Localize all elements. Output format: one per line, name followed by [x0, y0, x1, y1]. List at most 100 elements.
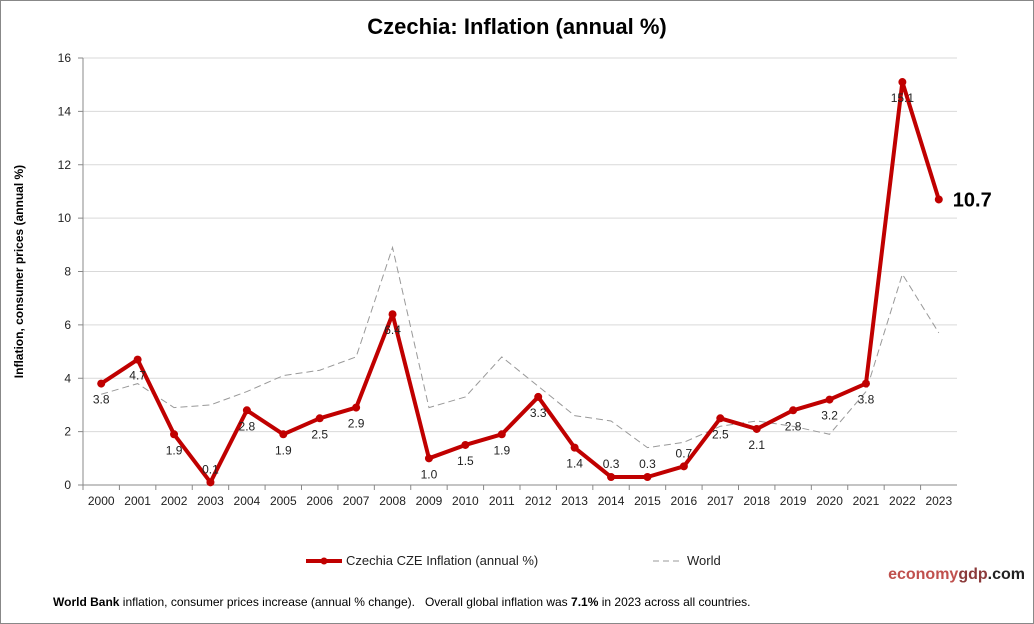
x-tick-label: 2014 [598, 494, 625, 508]
data-label: 1.9 [166, 443, 183, 457]
x-tick-label: 2000 [88, 494, 115, 508]
data-point-czechia [789, 406, 798, 415]
footer-text1: inflation, consumer prices increase (ann… [119, 595, 572, 609]
data-point-czechia [206, 478, 215, 487]
data-point-czechia [279, 430, 288, 439]
data-label: 0.3 [603, 457, 620, 471]
data-label: 2.8 [785, 419, 802, 433]
data-point-czechia [170, 430, 179, 439]
data-label: 1.5 [457, 454, 474, 468]
data-label: 1.0 [421, 467, 438, 481]
legend-label-world: World [687, 553, 721, 568]
data-point-czechia [825, 395, 834, 404]
x-tick-label: 2004 [234, 494, 261, 508]
footer-note: World Bank inflation, consumer prices in… [53, 595, 750, 609]
data-point-czechia [679, 462, 688, 471]
logo-part3: .com [987, 566, 1025, 583]
x-tick-label: 2022 [889, 494, 916, 508]
legend-item-world: World [651, 553, 721, 568]
y-tick-label: 10 [58, 211, 72, 225]
legend-swatch-czechia [306, 557, 342, 564]
x-tick-label: 2015 [634, 494, 661, 508]
data-point-czechia [898, 78, 907, 87]
data-label: 1.9 [275, 443, 292, 457]
data-label: 3.3 [530, 406, 547, 420]
y-tick-label: 6 [64, 318, 71, 332]
data-label: 15.1 [891, 91, 915, 105]
data-point-czechia [570, 443, 579, 452]
data-label: 6.4 [384, 323, 401, 337]
data-point-czechia [643, 472, 652, 481]
legend-label-czechia: Czechia CZE Inflation (annual %) [346, 553, 539, 568]
footer-text2: in 2023 across all countries. [598, 595, 751, 609]
x-tick-label: 2019 [780, 494, 807, 508]
data-point-czechia [534, 392, 543, 401]
x-tick-label: 2007 [343, 494, 370, 508]
data-label: 1.4 [566, 457, 583, 471]
x-tick-label: 2006 [306, 494, 333, 508]
x-tick-label: 2009 [416, 494, 443, 508]
y-axis-label: Inflation, consumer prices (annual %) [12, 165, 26, 378]
x-tick-label: 2008 [379, 494, 406, 508]
data-point-czechia [424, 454, 433, 463]
footer-source: World Bank [53, 595, 120, 609]
data-point-czechia [607, 472, 616, 481]
y-tick-label: 12 [58, 158, 72, 172]
data-point-czechia [388, 310, 397, 319]
x-tick-label: 2002 [161, 494, 188, 508]
y-tick-label: 4 [64, 371, 71, 385]
y-tick-label: 2 [64, 425, 71, 439]
data-label: 4.7 [129, 369, 146, 383]
data-point-czechia [752, 424, 761, 433]
x-tick-label: 2005 [270, 494, 297, 508]
y-tick-label: 0 [64, 478, 71, 492]
x-tick-label: 2013 [561, 494, 588, 508]
x-tick-label: 2010 [452, 494, 479, 508]
x-tick-label: 2011 [489, 494, 515, 508]
data-point-czechia [315, 414, 324, 423]
data-label: 3.2 [821, 409, 838, 423]
data-label: 0.3 [639, 457, 656, 471]
x-tick-label: 2020 [816, 494, 843, 508]
data-label: 0.1 [202, 462, 219, 476]
x-tick-label: 2023 [925, 494, 952, 508]
data-label: 1.9 [493, 443, 510, 457]
x-tick-label: 2003 [197, 494, 224, 508]
data-label: 2.8 [239, 419, 256, 433]
data-point-czechia [934, 195, 943, 204]
data-label: 3.8 [93, 393, 110, 407]
y-tick-label: 8 [64, 265, 71, 279]
y-tick-label: 14 [58, 104, 72, 118]
x-tick-label: 2012 [525, 494, 552, 508]
data-label: 2.9 [348, 417, 365, 431]
logo: economygdp.com [888, 566, 1025, 584]
x-tick-label: 2017 [707, 494, 734, 508]
data-label-latest: 10.7 [953, 189, 992, 211]
data-label: 3.8 [858, 393, 875, 407]
data-label: 0.7 [676, 446, 693, 460]
line-chart: 0 2 4 6 8 10 12 14 16 2000 2001 2002 2003 2004 2005 200… [12, 51, 992, 508]
data-point-czechia [861, 379, 870, 388]
legend-swatch-world [653, 560, 683, 561]
data-point-czechia [133, 355, 142, 364]
data-point-czechia [716, 414, 725, 423]
series-line-czechia [100, 80, 941, 485]
data-point-czechia [242, 406, 251, 415]
data-label: 2.1 [748, 438, 765, 452]
footer-global-value: 7.1% [571, 595, 599, 609]
data-point-czechia [461, 440, 470, 449]
data-label: 2.5 [311, 427, 328, 441]
data-point-czechia [352, 403, 361, 412]
x-tick-label: 2016 [671, 494, 698, 508]
data-label: 2.5 [712, 427, 729, 441]
x-tick-label: 2021 [853, 494, 880, 508]
chart-title: Czechia: Inflation (annual %) [367, 14, 667, 39]
y-tick-label: 16 [58, 51, 72, 65]
data-point-czechia [97, 379, 106, 388]
x-tick-label: 2001 [124, 494, 151, 508]
data-point-czechia [497, 430, 506, 439]
logo-part2: gdp [958, 566, 988, 583]
logo-part1: economy [888, 566, 959, 583]
x-tick-label: 2018 [743, 494, 770, 508]
